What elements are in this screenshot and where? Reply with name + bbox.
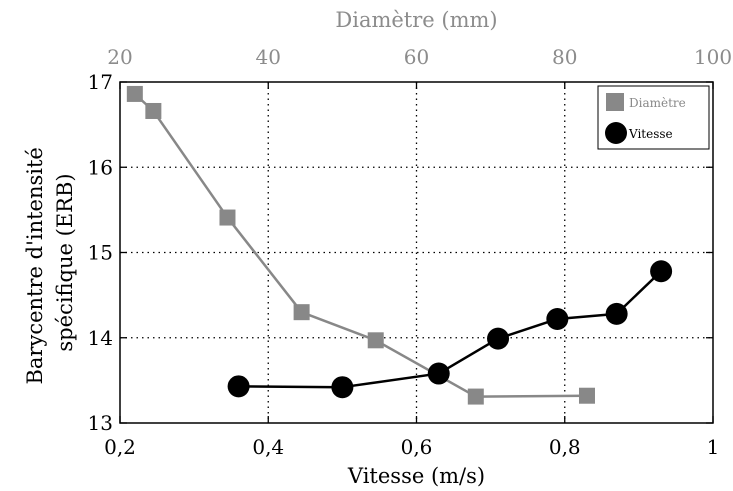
top-x-tick-label: 100 [694, 45, 732, 69]
top-x-tick-label: 80 [552, 45, 577, 69]
top-x-axis-label: Diamètre (mm) [335, 8, 497, 32]
y-tick-label: 15 [88, 241, 113, 265]
y-axis-label-line-1: Barycentre d'intensité [23, 147, 47, 384]
data-point-diametre [145, 102, 162, 119]
data-point-vitesse [546, 307, 569, 330]
legend-marker-vitesse [605, 122, 627, 144]
y-tick-label: 14 [88, 326, 113, 350]
data-point-diametre [219, 209, 236, 226]
grid [120, 82, 713, 423]
data-point-diametre [293, 304, 310, 321]
x-tick-label: 1 [707, 435, 720, 459]
x-axis-label: Vitesse (m/s) [347, 464, 485, 488]
top-x-tick-label: 60 [404, 45, 429, 69]
data-point-vitesse [331, 376, 354, 399]
legend: Diamètre Vitesse [597, 85, 710, 150]
data-point-diametre [467, 388, 484, 405]
top-x-tick-label: 40 [256, 45, 281, 69]
data-point-vitesse [605, 302, 628, 325]
top-x-tick-label: 20 [107, 45, 132, 69]
y-tick-label: 17 [88, 70, 113, 94]
data-point-vitesse [650, 260, 673, 283]
series-line-vitesse [238, 270, 662, 389]
data-point-vitesse [487, 327, 510, 350]
data-point-vitesse [227, 375, 250, 398]
x-tick-label: 0,8 [549, 435, 581, 459]
data-point-vitesse [427, 362, 450, 385]
series-group [126, 85, 673, 405]
series-line-diametre [133, 93, 587, 398]
x-tick-label: 0,2 [104, 435, 136, 459]
data-point-diametre [578, 387, 595, 404]
axis-ticks: 0,2 0,4 0,6 0,8 1 20 40 60 80 100 13 14 15 16 17 [88, 45, 733, 459]
y-axis-label-line-2: spécifique (ERB) [53, 173, 77, 351]
x-tick-label: 0,4 [252, 435, 284, 459]
legend-label-diametre: Diamètre [629, 96, 686, 110]
data-point-diametre [367, 332, 384, 349]
legend-marker-diametre [606, 93, 624, 111]
legend-label-vitesse: Vitesse [628, 127, 673, 141]
y-tick-label: 13 [88, 411, 113, 435]
x-tick-label: 0,6 [401, 435, 433, 459]
data-point-diametre [126, 85, 143, 102]
y-tick-label: 16 [88, 155, 113, 179]
y-axis-label: Barycentre d'intensité spécifique (ERB) [23, 140, 77, 384]
